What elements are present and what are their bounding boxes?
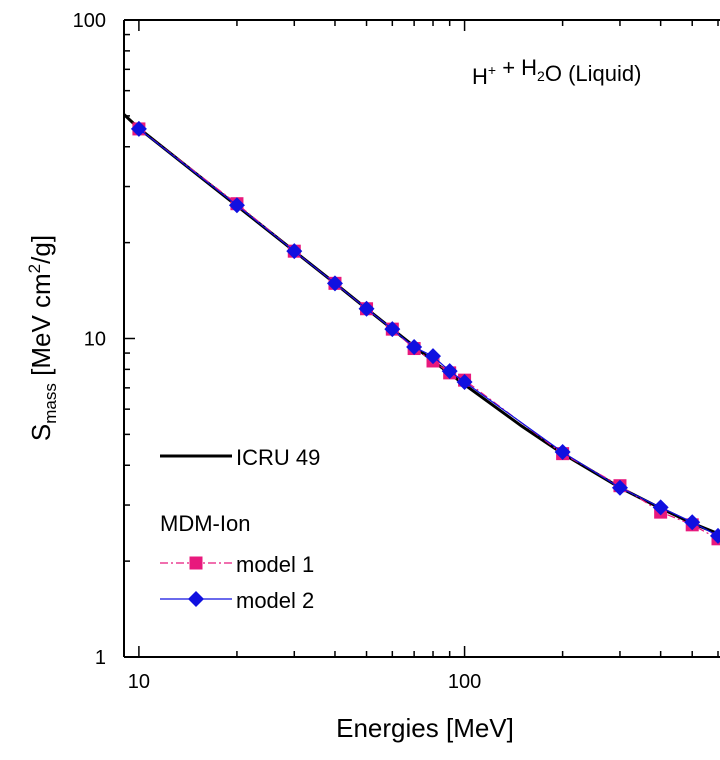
legend-group-title: MDM-Ion [160,511,250,536]
line-model-1 [138,128,719,540]
reaction-part: O (Liquid) [545,61,642,86]
data-point [554,444,571,461]
data-point [441,363,458,380]
x-axis-label: Energies [MeV] [336,713,514,743]
data-point [286,243,303,260]
line-icru-49 [122,113,719,535]
series-model-1 [132,122,720,546]
y-tick-label: 10 [84,329,106,351]
legend: ICRU 49 MDM-Ion model 1 model 2 [160,445,320,613]
y-tick-label: 100 [73,10,106,32]
reaction-superscript: + [488,62,496,78]
axes: 10 100 1 10 100 [73,10,719,693]
series-icru-49 [122,113,719,535]
data-point [456,374,473,391]
reaction-part: H [472,64,488,89]
reaction-part: + H [496,55,537,80]
legend-label-model-2: model 2 [236,588,314,613]
data-point [384,321,401,338]
y-axis-label-sub: mass [41,383,60,424]
data-point [611,479,628,496]
series-model-2 [130,120,720,544]
data-point [652,499,669,516]
data-point [358,300,375,317]
legend-swatch-model-1-marker [189,556,203,570]
data-point [425,348,442,365]
x-tick-label: 10 [128,671,150,693]
reaction-label: H+ + H2O (Liquid) [472,55,641,89]
y-tick-label: 1 [95,647,106,669]
data-point [228,197,245,214]
data-point [684,514,701,531]
data-point [326,275,343,292]
y-axis-label: Smass [MeV cm2/g] [25,235,60,441]
y-axis-label-main: S [26,424,56,441]
y-axis-label-sup: 2 [25,264,44,273]
plot-area [123,19,720,658]
legend-label-icru-49: ICRU 49 [236,445,320,470]
legend-swatch-model-2-marker [188,591,204,607]
data-point [130,120,147,137]
legend-label-model-1: model 1 [236,552,314,577]
y-axis-label-rest1: [MeV cm [26,273,56,383]
line-model-2 [138,128,719,537]
axis-labels: Energies [MeV] Smass [MeV cm2/g] [25,235,514,743]
y-axis-label-rest2: /g] [26,235,56,264]
x-tick-label: 100 [448,671,481,693]
reaction-subscript: 2 [537,68,545,84]
chart-annotation: H+ + H2O (Liquid) [472,55,641,89]
data-point [710,527,720,544]
data-point [406,339,423,356]
series-layer [122,113,720,546]
